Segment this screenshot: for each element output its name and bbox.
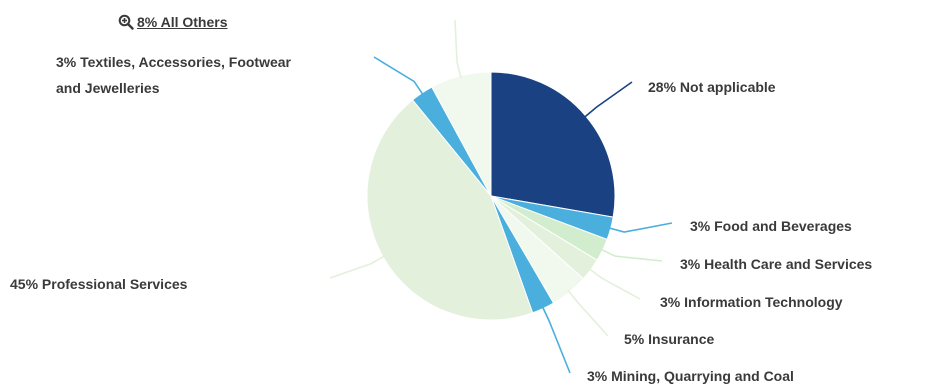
- all-others-label: 8% All Others: [137, 14, 228, 30]
- label-professional-services: 45% Professional Services: [10, 276, 188, 292]
- label-not-applicable: 28% Not applicable: [648, 79, 776, 95]
- pie-slice-not-applicable: [490, 71, 616, 218]
- leader-line-food-and-beverages: [608, 222, 673, 233]
- label-health-care: 3% Health Care and Services: [680, 256, 873, 272]
- leader-line-information-technology: [588, 267, 641, 300]
- all-others-link[interactable]: 8% All Others: [118, 12, 228, 32]
- leader-line-textiles: [373, 56, 424, 96]
- leader-line-health-care: [600, 248, 663, 262]
- zoom-in-icon: [118, 14, 134, 30]
- leader-line-professional-services: [329, 255, 386, 279]
- label-mining: 3% Mining, Quarrying and Coal: [587, 368, 794, 384]
- leader-line-insurance: [567, 290, 609, 337]
- label-information-technology: 3% Information Technology: [660, 294, 843, 310]
- label-textiles-line1: 3% Textiles, Accessories, Footwear: [56, 54, 291, 70]
- label-textiles-line2: and Jewelleries: [56, 80, 160, 96]
- label-insurance: 5% Insurance: [624, 331, 715, 347]
- leader-line-not-applicable: [583, 81, 633, 119]
- leader-line-all-others: [454, 19, 462, 78]
- leader-line-mining: [541, 306, 571, 374]
- label-food-and-beverages: 3% Food and Beverages: [690, 218, 852, 234]
